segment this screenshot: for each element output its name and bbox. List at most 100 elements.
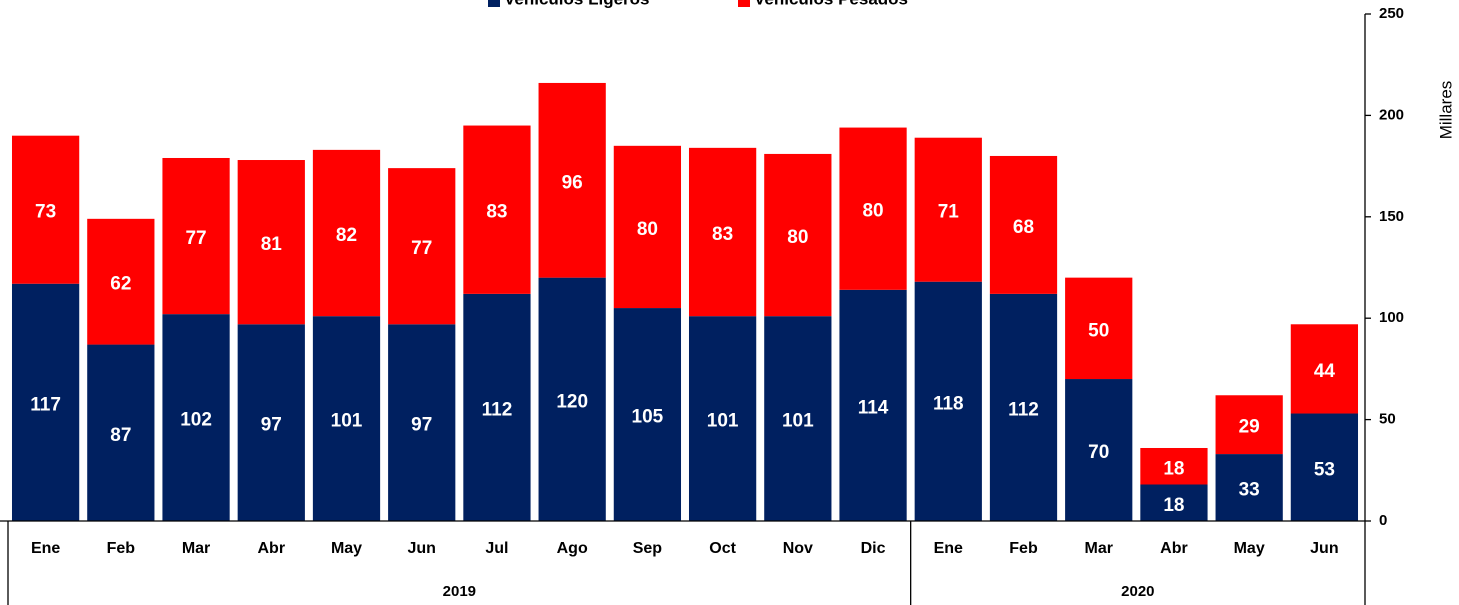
value-label: 77 — [185, 228, 206, 249]
bar-segment — [11, 283, 80, 521]
bar-segment — [989, 293, 1058, 521]
value-label: 112 — [1008, 399, 1039, 420]
bar-segment — [463, 293, 531, 521]
bar-segment — [87, 218, 155, 345]
value-label: 114 — [858, 397, 889, 418]
bar-segment — [11, 135, 80, 284]
bar-segment — [688, 316, 757, 521]
bar-segment — [1140, 484, 1208, 521]
y-axis-title: Millares — [1436, 81, 1455, 140]
bar-segment — [388, 168, 456, 325]
bar-segment — [613, 145, 682, 309]
value-label: 71 — [938, 202, 960, 223]
bar-segment — [87, 344, 155, 521]
value-label: 83 — [486, 202, 507, 223]
x-tick-label: Mar — [1084, 540, 1112, 557]
x-tick-label: May — [331, 540, 362, 557]
x-tick-label: Sep — [633, 540, 663, 557]
group-label: 2020 — [1121, 583, 1154, 600]
value-label: 97 — [261, 415, 282, 436]
x-tick-label: May — [1234, 540, 1265, 557]
y-tick-label: 200 — [1379, 106, 1404, 123]
value-label: 33 — [1239, 480, 1260, 501]
value-label: 97 — [411, 415, 432, 436]
group-label: 2019 — [443, 583, 476, 600]
bar-segment — [914, 137, 982, 282]
value-label: 101 — [782, 411, 814, 432]
legend-label: Vehículos Ligeros — [504, 0, 650, 8]
x-tick-label: Feb — [1009, 540, 1038, 557]
bar-segment — [914, 281, 982, 521]
x-tick-label: Jul — [485, 540, 508, 557]
value-label: 29 — [1239, 417, 1260, 438]
x-tick-label: Jun — [1310, 540, 1338, 557]
y-tick-label: 50 — [1379, 411, 1396, 428]
x-tick-label: Nov — [783, 540, 813, 557]
value-label: 83 — [712, 224, 733, 245]
x-tick-label: Jun — [407, 540, 435, 557]
value-label: 101 — [707, 411, 739, 432]
bar-segment — [162, 157, 230, 315]
legend-label: Vehículos Pesados — [754, 0, 908, 8]
bar-segment — [839, 127, 907, 290]
x-tick-label: Abr — [1160, 540, 1188, 557]
x-tick-label: Mar — [182, 540, 210, 557]
y-tick-label: 250 — [1379, 5, 1404, 22]
bar-segment — [989, 155, 1058, 294]
value-label: 96 — [562, 172, 583, 193]
bar-segment — [764, 153, 832, 317]
bar-segment — [1215, 454, 1283, 521]
legend-swatch — [488, 0, 500, 7]
value-label: 80 — [637, 219, 658, 240]
value-label: 81 — [261, 234, 283, 255]
bar-segment — [764, 316, 832, 521]
x-tick-label: Ene — [31, 540, 60, 557]
value-label: 112 — [482, 399, 513, 420]
bar-segment — [388, 324, 456, 521]
value-label: 80 — [787, 227, 808, 248]
value-label: 53 — [1314, 459, 1335, 480]
value-label: 117 — [30, 394, 61, 415]
bar-segment — [463, 125, 531, 294]
legend-swatch — [738, 0, 750, 7]
x-tick-label: Abr — [257, 540, 285, 557]
value-label: 120 — [556, 391, 588, 412]
value-label: 50 — [1088, 320, 1109, 341]
value-label: 87 — [110, 425, 131, 446]
value-label: 18 — [1163, 458, 1184, 479]
value-label: 44 — [1314, 361, 1336, 382]
bar-segment — [538, 82, 606, 278]
x-tick-label: Oct — [709, 540, 736, 557]
x-tick-label: Dic — [861, 540, 886, 557]
bar-segment — [613, 308, 682, 521]
value-label: 101 — [331, 411, 363, 432]
value-label: 102 — [180, 410, 212, 431]
x-tick-label: Ene — [934, 540, 963, 557]
value-label: 77 — [411, 238, 432, 259]
bar-segment — [1290, 413, 1359, 521]
bar-segment — [162, 314, 230, 521]
bar-segment — [839, 289, 907, 521]
y-tick-label: 0 — [1379, 512, 1387, 529]
value-label: 118 — [933, 393, 964, 414]
value-label: 68 — [1013, 217, 1034, 238]
value-label: 70 — [1088, 442, 1109, 463]
value-label: 82 — [336, 225, 357, 246]
value-label: 73 — [35, 202, 56, 223]
bar-segment — [237, 160, 305, 325]
bar-segment — [1140, 447, 1208, 485]
value-label: 62 — [110, 274, 131, 295]
bar-segment — [312, 149, 381, 317]
bar-segment — [1065, 379, 1133, 521]
x-tick-label: Ago — [557, 540, 588, 557]
bar-segment — [1290, 324, 1359, 414]
bar-segment — [312, 316, 381, 521]
x-tick-label: Feb — [107, 540, 136, 557]
bar-segment — [538, 277, 606, 521]
bar-segment — [688, 147, 757, 317]
value-label: 18 — [1163, 495, 1184, 516]
bar-segment — [1065, 277, 1133, 380]
y-tick-label: 150 — [1379, 208, 1404, 225]
value-label: 80 — [862, 201, 883, 222]
